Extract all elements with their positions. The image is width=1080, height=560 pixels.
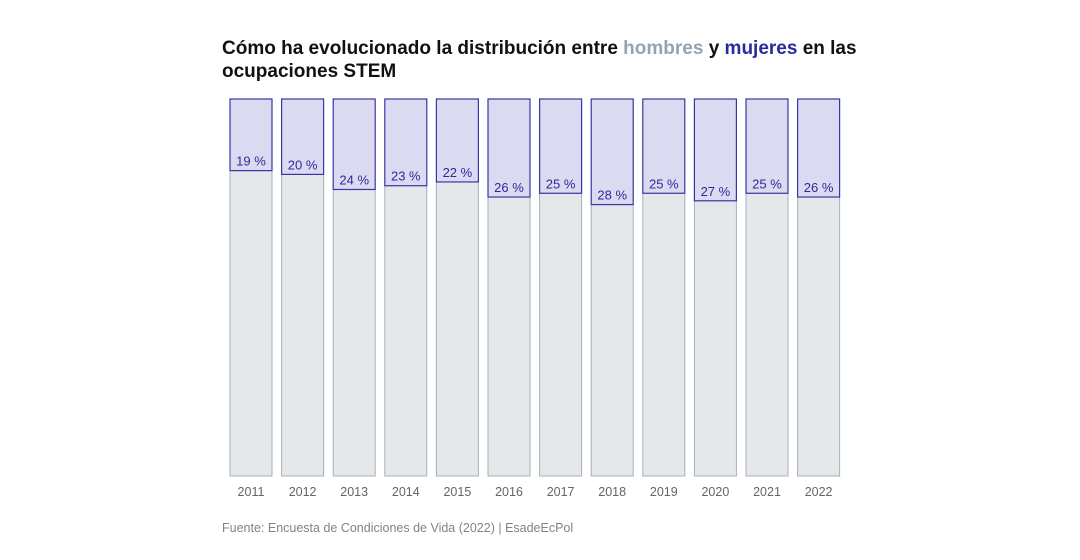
bar-hombres <box>642 192 686 477</box>
bar-hombres <box>332 188 376 477</box>
bar-hombres <box>539 192 583 477</box>
x-tick-label: 2022 <box>805 485 833 499</box>
source-note: Fuente: Encuesta de Condiciones de Vida … <box>222 521 574 535</box>
bar-hombres <box>384 185 428 477</box>
bar-hombres <box>745 192 789 477</box>
bar-mujeres <box>435 98 479 183</box>
title-mujeres: mujeres <box>724 38 798 59</box>
stacked-bar-chart: 19 % 2011 20 % 2012 24 % 2013 23 % 2014 22 % 2015… <box>229 98 841 499</box>
bar-hombres <box>435 181 479 477</box>
x-tick-label: 2014 <box>392 485 420 499</box>
bar-mujeres <box>796 98 841 198</box>
bar-mujeres <box>745 98 789 194</box>
x-tick-label: 2020 <box>701 485 729 499</box>
data-label: 25 % <box>752 176 782 191</box>
data-label: 25 % <box>546 176 576 191</box>
bar-hombres <box>229 170 273 477</box>
bar-hombres <box>281 173 325 477</box>
x-tick-label: 2018 <box>598 485 626 499</box>
title-hombres: hombres <box>623 38 704 59</box>
bar-mujeres <box>693 98 738 202</box>
title-text: y <box>703 38 725 59</box>
data-label: 19 % <box>236 154 266 169</box>
data-label: 26 % <box>804 180 834 195</box>
bar-mujeres <box>590 98 634 206</box>
bar-mujeres <box>538 98 583 194</box>
x-tick-label: 2015 <box>443 485 471 499</box>
bar-mujeres <box>281 98 325 176</box>
x-tick-label: 2021 <box>753 485 781 499</box>
chart-title: Cómo ha evolucionado la distribución ent… <box>222 37 862 83</box>
x-tick-label: 2013 <box>340 485 368 499</box>
data-label: 26 % <box>494 180 524 195</box>
data-label: 27 % <box>701 184 731 199</box>
bar-hombres <box>797 196 841 477</box>
x-tick-label: 2012 <box>289 485 317 499</box>
data-label: 24 % <box>339 172 369 187</box>
data-label: 20 % <box>288 157 318 172</box>
x-tick-label: 2011 <box>238 485 265 499</box>
bar-hombres <box>590 204 634 477</box>
data-label: 25 % <box>649 176 679 191</box>
x-tick-label: 2019 <box>650 485 678 499</box>
data-label: 22 % <box>443 165 473 180</box>
data-label: 23 % <box>391 169 421 184</box>
title-text: Cómo ha evolucionado la distribución ent… <box>222 38 624 59</box>
bar-hombres <box>693 200 737 477</box>
data-label: 28 % <box>597 188 627 203</box>
bar-mujeres <box>487 98 531 198</box>
x-tick-label: 2017 <box>547 485 575 499</box>
bar-hombres <box>487 196 531 477</box>
bar-mujeres <box>384 98 428 187</box>
x-tick-label: 2016 <box>495 485 523 499</box>
title-text: en las ocupaciones STEM <box>222 38 857 82</box>
bar-mujeres <box>642 98 686 194</box>
bar-mujeres <box>229 98 273 172</box>
bar-mujeres <box>332 98 376 191</box>
